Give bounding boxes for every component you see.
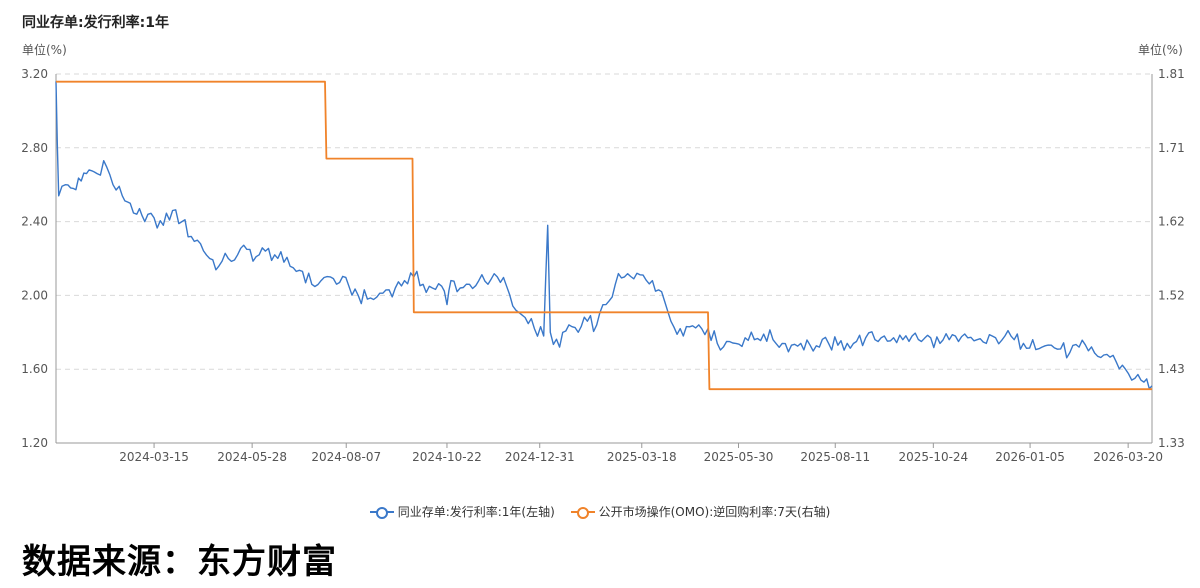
right-axis-tick-label: 1.52 [1158,288,1185,302]
left-axis-tick-label: 2.00 [21,288,48,302]
x-axis-tick-label: 2025-10-24 [898,450,968,464]
legend-marker-series-1 [369,506,394,519]
x-axis-tick-label: 2025-08-11 [800,450,870,464]
right-axis-tick-label: 1.81 [1158,67,1185,81]
right-axis-unit: 单位(%) [1138,43,1183,57]
legend-dot-series-2 [576,506,589,519]
right-axis-tick-label: 1.62 [1158,215,1185,229]
x-axis-tick-label: 2024-08-07 [311,450,381,464]
legend-label-series-1: 同业存单:发行利率:1年(左轴) [397,505,555,519]
series-line-ncd-1y [55,81,1153,390]
legend-marker-series-2 [570,506,595,519]
chart-legend: 同业存单:发行利率:1年(左轴) 公开市场操作(OMO):逆回购利率:7天(右轴… [0,503,1200,521]
left-axis-tick-label: 2.40 [21,215,48,229]
right-axis-tick-label: 1.43 [1158,362,1185,376]
x-axis-tick-label: 2024-05-28 [217,450,287,464]
x-axis-tick-label: 2024-10-22 [412,450,482,464]
left-axis-tick-label: 2.80 [21,141,48,155]
legend-item-series-1[interactable]: 同业存单:发行利率:1年(左轴) [369,503,555,520]
line-chart: 1.20 1.33 1.60 1.43 2.00 1.52 2.40 1.62 2.80 1.71… [21,67,1185,464]
x-axis-tick-label: 2026-01-05 [995,450,1065,464]
left-axis-unit: 单位(%) [22,43,67,57]
chart-title: 同业存单:发行利率:1年 [22,15,169,31]
legend-label-series-2: 公开市场操作(OMO):逆回购利率:7天(右轴) [598,505,831,519]
left-axis-tick-label: 1.60 [21,362,48,376]
legend-item-series-2[interactable]: 公开市场操作(OMO):逆回购利率:7天(右轴) [570,503,831,520]
x-axis-tick-label: 2024-03-15 [119,450,189,464]
data-source-note: 数据来源：东方财富 [22,542,337,582]
x-axis-tick-label: 2026-03-20 [1093,450,1163,464]
series-line-omo-7d [56,80,1152,391]
left-axis-tick-label: 3.20 [21,67,48,81]
right-axis-tick-label: 1.33 [1158,436,1185,450]
left-axis-tick-label: 1.20 [21,436,48,450]
x-axis-tick-label: 2025-03-18 [607,450,677,464]
right-axis-tick-label: 1.71 [1158,141,1185,155]
x-axis-tick-label: 2025-05-30 [704,450,774,464]
legend-dot-series-1 [375,506,388,519]
x-axis-tick-label: 2024-12-31 [505,450,575,464]
